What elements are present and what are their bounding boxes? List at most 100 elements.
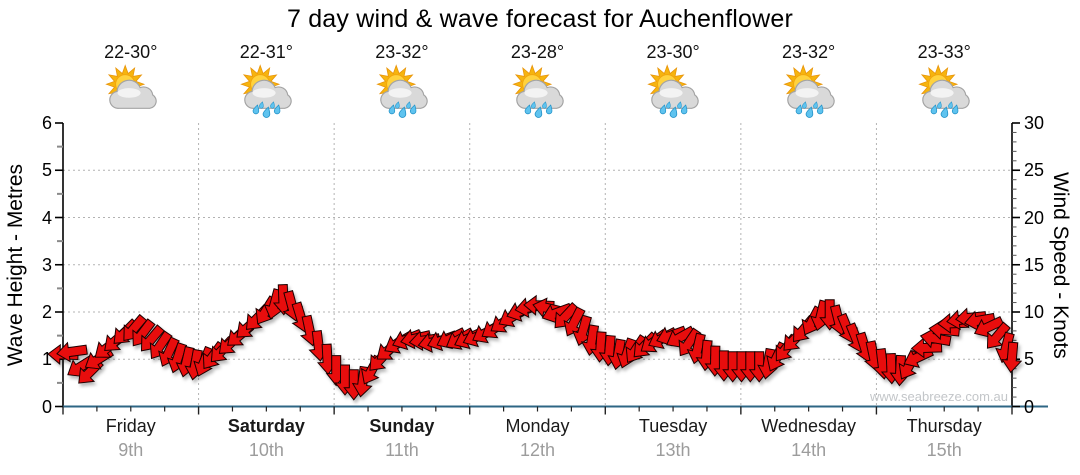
weather-icon-box <box>63 64 199 123</box>
wind-speed-tick: 30 <box>1024 113 1045 133</box>
wind-arrow <box>986 321 1011 349</box>
day-name-label: Tuesday <box>638 416 708 436</box>
cloud-highlight <box>524 88 548 98</box>
wind-arrow <box>563 306 586 337</box>
wind-arrows <box>47 284 1023 401</box>
sun-cloud-rain-icon <box>240 64 293 118</box>
day-name-label: Friday <box>105 416 156 436</box>
day-name-label: Thursday <box>906 416 982 436</box>
raindrop-icon <box>541 101 547 109</box>
raindrop-icon <box>524 104 531 115</box>
raindrop-icon <box>801 101 807 109</box>
cloud-highlight <box>659 88 683 98</box>
raindrop-icon <box>681 104 688 115</box>
raindrop-icon <box>937 101 942 109</box>
day-name-label: Sunday <box>369 416 435 436</box>
temp-range-label: 23-28° <box>510 42 565 62</box>
right-axis-title-text: Wind Speed - Knots <box>1049 171 1072 359</box>
raindrop-icon <box>952 104 959 115</box>
wave-height-tick: 3 <box>41 254 52 275</box>
raindrop-icon <box>930 104 938 115</box>
raindrop-icon <box>263 106 271 118</box>
cloud-highlight <box>795 88 819 98</box>
temp-range-label: 23-33° <box>917 42 971 62</box>
cloud-highlight <box>930 88 954 98</box>
wind-arrow <box>919 327 952 349</box>
cloud-highlight <box>388 88 412 98</box>
raindrop-icon <box>816 104 823 115</box>
weather-icon-box <box>741 64 877 123</box>
raindrop-icon <box>270 101 276 109</box>
wind-speed-tick: 10 <box>1024 302 1045 322</box>
temp-range-label: 22-30° <box>104 42 158 62</box>
temp-range-label: 23-32° <box>375 42 429 62</box>
raindrop-icon <box>388 104 396 115</box>
wind-speed-tick: 15 <box>1024 254 1045 275</box>
wind-arrow <box>56 341 88 363</box>
sun-cloud-rain-icon <box>918 64 970 118</box>
day-date-label: 9th <box>118 440 144 460</box>
day-date-label: 12th <box>519 440 556 460</box>
weather-icon-box <box>876 64 1012 123</box>
raindrop-icon <box>534 106 542 118</box>
raindrop-icon <box>398 106 407 118</box>
day-name-label: Monday <box>505 416 570 436</box>
day-name-label: Wednesday <box>761 416 856 436</box>
raindrop-icon <box>948 101 953 109</box>
wind-arrow <box>572 314 593 347</box>
raindrop-icon <box>409 104 417 115</box>
raindrop-icon <box>395 101 400 109</box>
right-axis-title: Wind Speed - Knots <box>1048 123 1072 407</box>
raindrop-icon <box>805 106 813 118</box>
day-date-label: 15th <box>926 440 962 460</box>
wave-height-tick: 5 <box>41 160 52 181</box>
raindrop-icon <box>666 101 671 109</box>
raindrop-icon <box>545 104 552 115</box>
cloud-highlight <box>117 88 141 98</box>
wave-height-tick: 2 <box>41 302 52 322</box>
raindrop-icon <box>274 104 281 115</box>
temp-range-label: 23-32° <box>782 42 836 62</box>
raindrop-icon <box>659 104 667 115</box>
day-date-label: 13th <box>655 440 691 460</box>
day-date-label: 14th <box>791 440 827 460</box>
weather-icon-box <box>605 64 741 123</box>
cloud-highlight <box>252 88 276 98</box>
temp-range-label: 22-31° <box>239 42 293 62</box>
wind-arrow <box>149 330 173 360</box>
temp-range-label: 23-30° <box>646 42 700 62</box>
weather-icon-box <box>470 64 606 123</box>
wave-height-tick: 6 <box>41 113 52 133</box>
raindrop-icon <box>530 101 536 109</box>
weather-icon-box <box>198 64 334 123</box>
day-date-label: 11th <box>385 440 419 460</box>
wind-speed-tick: 5 <box>1024 349 1035 370</box>
sun-cloud-rain-icon <box>376 64 428 118</box>
raindrop-icon <box>259 101 265 109</box>
wind-speed-tick: 20 <box>1024 207 1045 228</box>
page-title: 7 day wind & wave forecast for Auchenflo… <box>286 5 794 33</box>
sun-cloud-icon <box>105 64 157 109</box>
wind-arrow <box>963 310 996 332</box>
day-date-label: 10th <box>248 440 284 460</box>
day-name-label: Saturday <box>227 416 305 436</box>
raindrop-icon <box>677 101 682 109</box>
sun-cloud-rain-icon <box>647 64 699 118</box>
raindrop-icon <box>940 106 949 118</box>
wind-arrow <box>1001 341 1023 374</box>
sun-cloud-rain-icon <box>511 64 564 118</box>
wind-speed-tick: 0 <box>1024 396 1035 417</box>
wind-arrow <box>678 327 702 357</box>
raindrop-icon <box>406 101 411 109</box>
wave-height-tick: 0 <box>41 396 52 417</box>
sun-cloud-rain-icon <box>782 64 835 118</box>
wind-speed-tick: 25 <box>1024 160 1045 181</box>
weather-icon-box <box>334 64 470 123</box>
watermark: www.seabreeze.com.au <box>869 389 1008 404</box>
wave-height-tick: 1 <box>41 349 52 370</box>
raindrop-icon <box>669 106 678 118</box>
wave-height-tick: 4 <box>41 207 52 228</box>
raindrop-icon <box>253 104 260 115</box>
